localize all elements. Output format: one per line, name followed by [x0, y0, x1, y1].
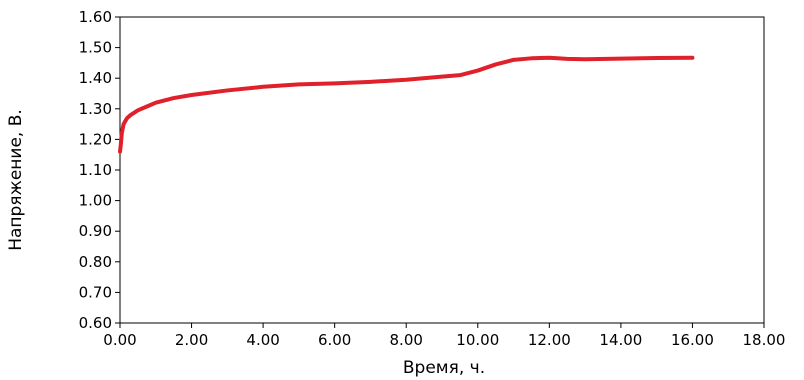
y-tick-label: 0.70 — [79, 283, 112, 301]
y-tick-label: 1.00 — [79, 192, 112, 210]
y-tick-label: 1.40 — [79, 69, 112, 87]
y-tick-label: 1.30 — [79, 100, 112, 118]
y-tick-label: 1.50 — [79, 39, 112, 57]
x-tick-label: 4.00 — [246, 331, 279, 349]
series-line-0 — [118, 55, 695, 154]
x-axis-label: Время, ч. — [403, 358, 485, 378]
x-tick-label: 6.00 — [318, 331, 351, 349]
y-tick-label: 0.60 — [79, 314, 112, 332]
y-axis-label: Напряжение, В. — [6, 109, 26, 251]
x-tick-label: 12.00 — [528, 331, 571, 349]
y-tick-label: 0.80 — [79, 253, 112, 271]
y-tick-label: 1.60 — [79, 8, 112, 26]
x-tick-label: 16.00 — [671, 331, 714, 349]
x-tick-label: 2.00 — [175, 331, 208, 349]
x-tick-label: 14.00 — [599, 331, 642, 349]
x-tick-label: 18.00 — [743, 331, 786, 349]
x-tick-label: 10.00 — [456, 331, 499, 349]
x-tick-label: 0.00 — [103, 331, 136, 349]
y-tick-label: 1.20 — [79, 130, 112, 148]
x-tick-label: 8.00 — [390, 331, 423, 349]
plot-frame — [119, 16, 765, 324]
y-tick-label: 1.10 — [79, 161, 112, 179]
y-tick-label: 0.90 — [79, 222, 112, 240]
